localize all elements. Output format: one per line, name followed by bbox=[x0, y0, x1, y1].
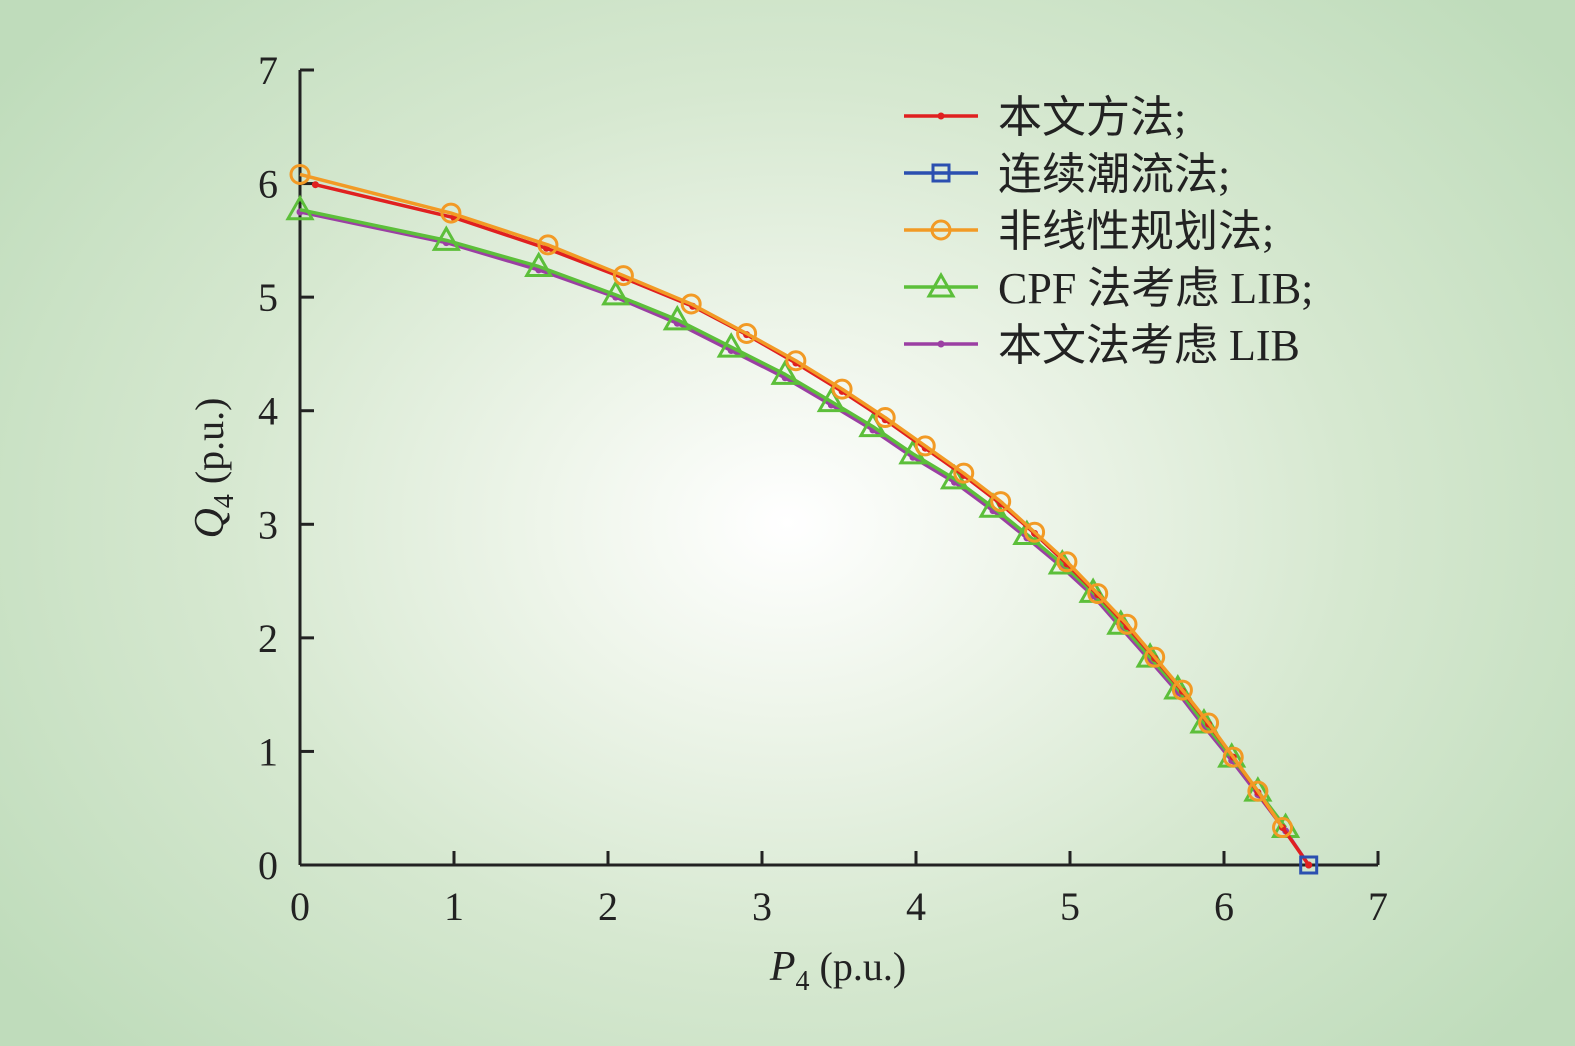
x-tick-label: 1 bbox=[444, 884, 464, 929]
series-point bbox=[1144, 646, 1166, 668]
series-point bbox=[524, 251, 554, 277]
series-point bbox=[1087, 583, 1109, 605]
series-point bbox=[953, 462, 975, 484]
series-point bbox=[831, 378, 853, 400]
x-tick-label: 5 bbox=[1060, 884, 1080, 929]
legend-label: 非线性规划法; bbox=[998, 207, 1274, 256]
legend-label: 本文方法; bbox=[998, 93, 1186, 142]
legend: 本文方法; 连续潮流法; 非线性规划法; CPF 法考虑 LIB; 本文法考虑 LIB bbox=[904, 93, 1313, 370]
y-tick-label: 3 bbox=[258, 502, 278, 547]
legend-swatch-marker bbox=[937, 112, 945, 120]
legend-swatch-marker bbox=[931, 163, 951, 183]
series-point bbox=[816, 386, 846, 413]
x-tick-label: 4 bbox=[906, 884, 926, 929]
x-axis-var: P bbox=[769, 944, 796, 990]
series-point bbox=[612, 265, 634, 287]
legend-item: 本文法考虑 LIB bbox=[904, 321, 1300, 370]
series-point bbox=[1305, 861, 1313, 869]
x-tick-label: 7 bbox=[1368, 884, 1388, 929]
series-point bbox=[1024, 521, 1046, 543]
series-point bbox=[311, 181, 319, 189]
y-tick-label: 1 bbox=[258, 729, 278, 774]
series-point bbox=[736, 322, 758, 344]
series-point bbox=[537, 234, 559, 256]
series-point bbox=[1222, 746, 1244, 768]
legend-swatch-marker bbox=[937, 340, 945, 348]
legend-item: 连续潮流法; bbox=[904, 150, 1230, 199]
series-point bbox=[1299, 855, 1319, 875]
x-axis-title: P4 (p.u.) bbox=[769, 944, 906, 997]
legend-swatch-marker bbox=[930, 219, 952, 241]
y-axis-unit: (p.u.) bbox=[187, 398, 232, 495]
x-axis-ticks: 0 1 2 3 4 5 6 7 bbox=[290, 851, 1388, 929]
y-tick-label: 4 bbox=[258, 389, 278, 434]
axes: 0 1 2 3 4 5 6 7 0 1 2 3 4 5 6 7 bbox=[258, 48, 1388, 929]
series-point bbox=[990, 491, 1012, 513]
y-tick-label: 5 bbox=[258, 275, 278, 320]
legend-item: 本文方法; bbox=[904, 93, 1186, 142]
series-2 bbox=[1299, 855, 1319, 875]
plot-area bbox=[285, 163, 1319, 875]
legend-item: 非线性规划法; bbox=[904, 207, 1274, 256]
x-axis-sub: 4 bbox=[796, 966, 810, 997]
series-point bbox=[914, 435, 936, 457]
series-point bbox=[1247, 780, 1269, 802]
series-point bbox=[680, 293, 702, 315]
series-point bbox=[440, 202, 462, 224]
legend-swatch-marker bbox=[926, 271, 956, 298]
x-tick-label: 6 bbox=[1214, 884, 1234, 929]
legend-item: CPF 法考虑 LIB; bbox=[904, 264, 1313, 313]
series-point bbox=[1198, 712, 1220, 734]
x-tick-label: 0 bbox=[290, 884, 310, 929]
series-point bbox=[1116, 613, 1138, 635]
legend-label: 连续潮流法; bbox=[998, 150, 1230, 199]
y-axis-sub: 4 bbox=[209, 494, 240, 508]
x-axis-unit: (p.u.) bbox=[810, 944, 907, 989]
series-line bbox=[299, 172, 1284, 829]
legend-label: 本文法考虑 LIB bbox=[998, 321, 1300, 370]
series-line bbox=[299, 207, 1287, 829]
series-point bbox=[1171, 679, 1193, 701]
y-axis-var: Q bbox=[187, 508, 233, 538]
series-point bbox=[939, 463, 970, 490]
series-point bbox=[431, 225, 461, 251]
series-point bbox=[785, 350, 807, 372]
y-tick-label: 0 bbox=[258, 843, 278, 888]
legend-label: CPF 法考虑 LIB; bbox=[998, 264, 1313, 313]
y-axis-ticks: 0 1 2 3 4 5 6 7 bbox=[258, 48, 314, 888]
series-point bbox=[662, 304, 692, 331]
series-point bbox=[874, 407, 896, 429]
series-point bbox=[1272, 817, 1294, 839]
series-point bbox=[601, 279, 631, 306]
series-3 bbox=[289, 163, 1294, 839]
series-point bbox=[289, 163, 311, 185]
x-tick-label: 3 bbox=[752, 884, 772, 929]
y-tick-label: 2 bbox=[258, 616, 278, 661]
y-tick-label: 7 bbox=[258, 48, 278, 93]
y-tick-label: 6 bbox=[258, 162, 278, 207]
series-point bbox=[770, 359, 800, 385]
series-point bbox=[285, 194, 315, 221]
x-tick-label: 2 bbox=[598, 884, 618, 929]
y-axis-title: Q4 (p.u.) bbox=[187, 398, 240, 539]
series-point bbox=[1056, 551, 1078, 573]
series-point bbox=[716, 332, 746, 358]
